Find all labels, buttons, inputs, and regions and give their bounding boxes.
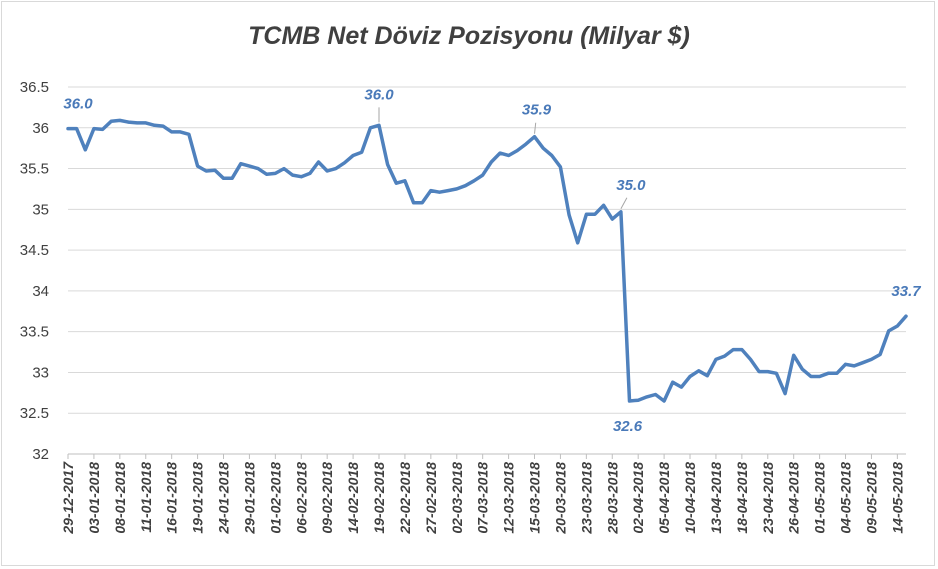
x-tick-label: 29-01-2018 — [241, 462, 257, 535]
y-tick-label: 36 — [32, 120, 49, 137]
annotation-leaders — [378, 107, 628, 210]
x-tick-label: 23-04-2018 — [760, 462, 776, 535]
data-label: 36.0 — [63, 96, 93, 113]
y-tick-label: 35.5 — [20, 161, 49, 178]
annotation-leader — [620, 197, 628, 210]
x-tick-label: 09-02-2018 — [319, 462, 335, 534]
series-line — [66, 118, 908, 403]
x-tick-label: 10-04-2018 — [682, 462, 698, 534]
x-tick-label: 09-05-2018 — [863, 462, 879, 534]
x-tick-label: 19-02-2018 — [371, 462, 387, 534]
data-label: 33.7 — [891, 283, 921, 300]
x-tick-label: 01-02-2018 — [267, 462, 283, 534]
y-tick-label: 32 — [32, 446, 49, 463]
x-tick-label: 06-02-2018 — [293, 462, 309, 534]
x-tick-label: 28-03-2018 — [604, 462, 620, 535]
x-tick-label: 03-01-2018 — [86, 462, 102, 534]
x-tick-label: 02-04-2018 — [630, 462, 646, 534]
data-label: 32.6 — [613, 418, 643, 435]
data-label: 35.9 — [522, 102, 552, 119]
x-tick-label: 15-03-2018 — [527, 462, 543, 534]
x-tick-label: 20-03-2018 — [552, 462, 568, 535]
data-label: 36.0 — [364, 86, 394, 103]
series-group — [66, 118, 908, 403]
annotation-leader — [534, 122, 537, 134]
data-labels: 36.0 36.0 35.9 35.0 32.6 33.7 — [63, 86, 921, 435]
x-tick-label: 29-12-2017 — [60, 461, 76, 535]
x-tick-label: 22-02-2018 — [397, 462, 413, 535]
x-tick-label: 05-04-2018 — [656, 462, 672, 534]
x-tick-label: 18-04-2018 — [734, 462, 750, 534]
y-axis-ticks: 32 32.5 33 33.5 34 34.5 35 35.5 36 36.5 — [20, 79, 49, 463]
x-tick-label: 23-03-2018 — [578, 462, 594, 535]
chart-title: TCMB Net Döviz Pozisyonu (Milyar $) — [248, 22, 690, 50]
x-axis-ticks: 29-12-2017 03-01-2018 08-01-2018 11-01-2018… — [60, 454, 905, 535]
x-tick-label: 19-01-2018 — [190, 462, 206, 534]
x-tick-label: 27-02-2018 — [423, 462, 439, 535]
x-tick-label: 26-04-2018 — [786, 462, 802, 535]
x-tick-label: 01-05-2018 — [812, 462, 828, 534]
x-tick-label: 04-05-2018 — [838, 462, 854, 534]
x-tick-label: 14-05-2018 — [889, 462, 905, 534]
y-tick-label: 35 — [32, 201, 49, 218]
data-label: 35.0 — [616, 177, 646, 194]
y-tick-label: 36.5 — [20, 79, 49, 96]
y-tick-label: 33 — [32, 364, 49, 381]
y-tick-label: 32.5 — [20, 405, 49, 422]
x-tick-label: 14-02-2018 — [345, 462, 361, 534]
x-tick-label: 24-01-2018 — [216, 462, 232, 535]
y-tick-label: 33.5 — [20, 324, 49, 341]
gridlines — [68, 86, 906, 414]
y-tick-label: 34 — [32, 283, 49, 300]
y-tick-label: 34.5 — [20, 242, 49, 259]
x-tick-label: 12-03-2018 — [501, 462, 517, 534]
x-tick-label: 16-01-2018 — [164, 462, 180, 534]
x-tick-label: 13-04-2018 — [708, 462, 724, 534]
x-tick-label: 08-01-2018 — [112, 462, 128, 534]
x-tick-label: 02-03-2018 — [449, 462, 465, 534]
x-tick-label: 07-03-2018 — [475, 462, 491, 534]
x-tick-label: 11-01-2018 — [138, 462, 154, 533]
